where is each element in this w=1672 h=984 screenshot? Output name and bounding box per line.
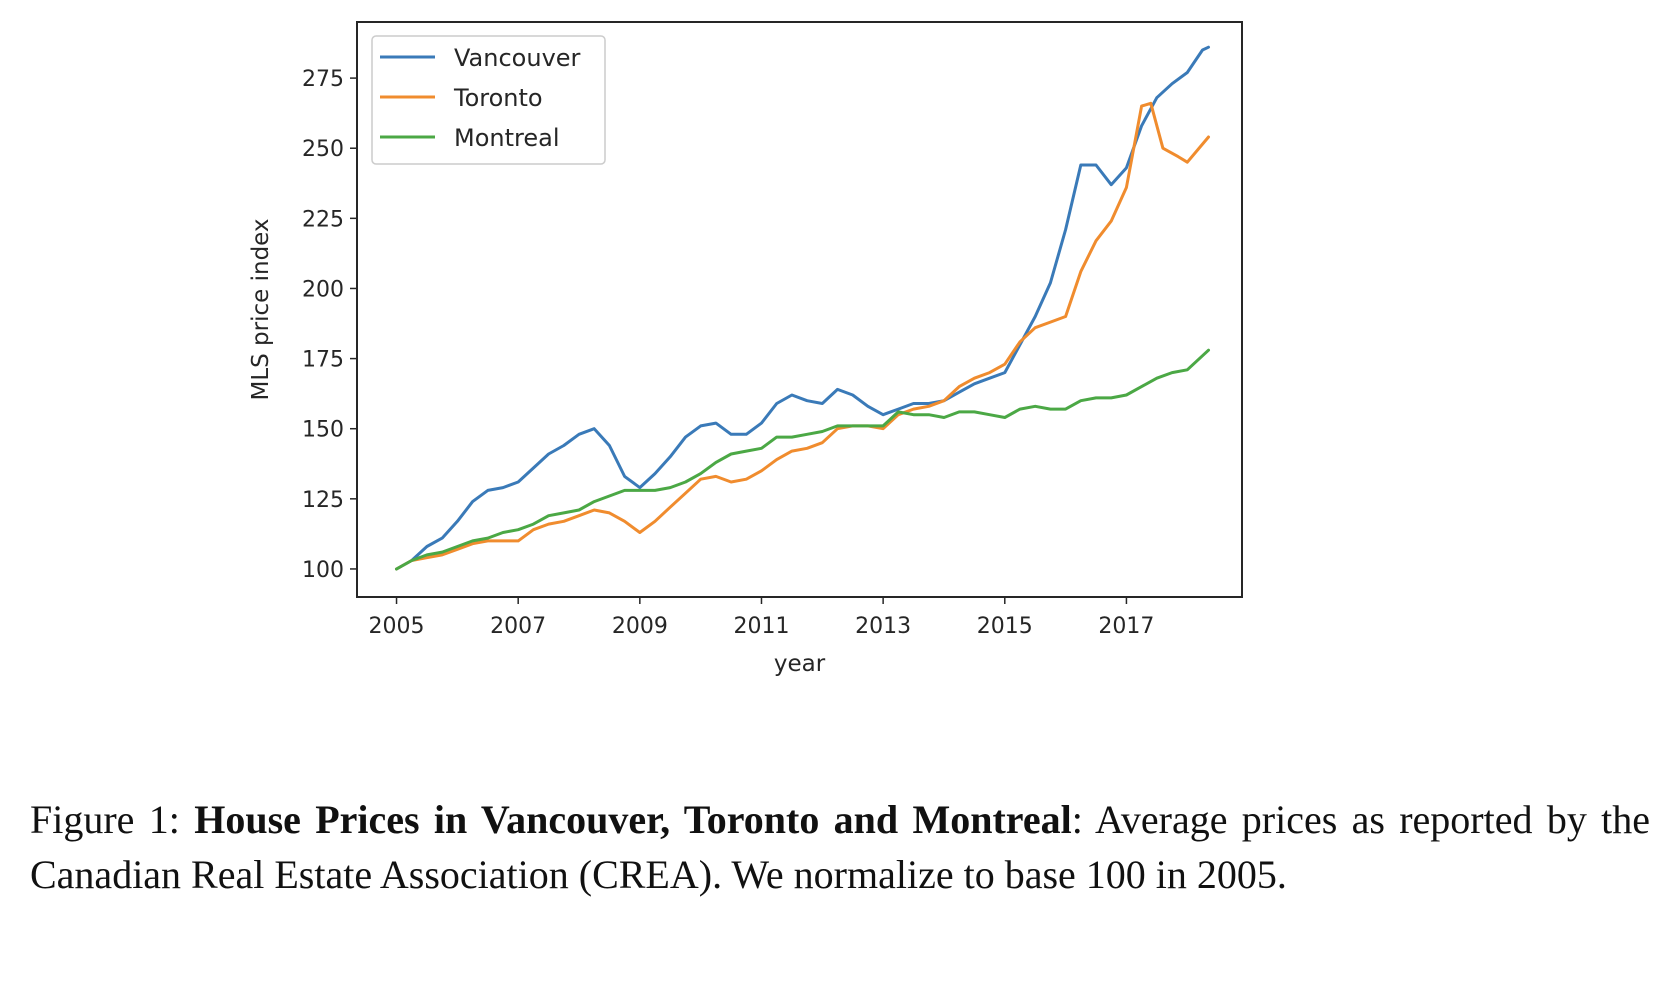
series-line-toronto [395, 101, 1210, 571]
x-tick-label: 2013 [855, 614, 911, 639]
legend-label-toronto: Toronto [453, 84, 543, 112]
legend-label-vancouver: Vancouver [454, 44, 581, 72]
y-tick-label: 200 [302, 277, 344, 302]
figure-caption: Figure 1: House Prices in Vancouver, Tor… [30, 792, 1650, 902]
y-tick-label: 100 [302, 558, 344, 583]
x-axis-title: year [774, 651, 826, 677]
y-tick-label: 150 [302, 418, 344, 443]
y-tick-label: 175 [302, 348, 344, 373]
y-tick-label: 275 [302, 67, 344, 92]
data-series [395, 45, 1210, 571]
y-tick-label: 250 [302, 137, 344, 162]
x-tick-label: 2009 [612, 614, 668, 639]
legend-label-montreal: Montreal [454, 124, 560, 152]
x-tick-label: 2007 [490, 614, 546, 639]
axis-ticks: 2005 2007 2009 2011 2013 2015 2017 100 125 150 175… [302, 67, 1154, 639]
y-tick-label: 225 [302, 207, 344, 232]
x-tick-label: 2017 [1098, 614, 1154, 639]
x-tick-label: 2015 [977, 614, 1033, 639]
series-line-vancouver [395, 45, 1210, 571]
caption-title: House Prices in Vancouver, Toronto and M… [194, 797, 1072, 842]
caption-text: : Average prices as reported by the Cana… [30, 797, 1651, 897]
y-axis-title: MLS price index [248, 218, 274, 400]
x-tick-label: 2005 [369, 614, 425, 639]
legend-box [371, 35, 606, 165]
axes [356, 21, 1243, 598]
y-tick-label: 125 [302, 488, 344, 513]
caption-label: Figure 1: [30, 797, 180, 842]
plot-frame [356, 21, 1243, 598]
legend: Vancouver Toronto Montreal [371, 35, 606, 165]
x-tick-label: 2011 [733, 614, 789, 639]
line-chart: 2005 2007 2009 2011 2013 2015 2017 100 125 150 175… [248, 21, 1243, 677]
series-line-montreal [395, 348, 1210, 571]
